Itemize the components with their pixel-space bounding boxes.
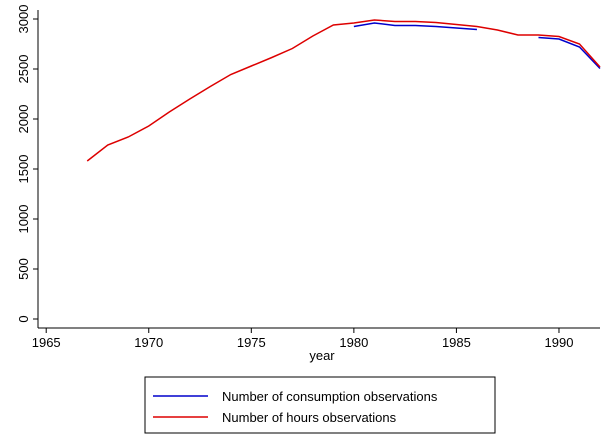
y-tick-label: 3000	[16, 5, 31, 34]
x-tick-label: 1970	[134, 335, 163, 350]
x-tick-label: 1990	[545, 335, 574, 350]
x-tick-label: 1980	[339, 335, 368, 350]
series-line	[353, 22, 477, 31]
x-tick-label: 1985	[442, 335, 471, 350]
legend-label: Number of hours observations	[222, 410, 397, 425]
y-tick-label: 2000	[16, 105, 31, 134]
series-line	[86, 19, 601, 162]
legend-box	[144, 376, 496, 434]
y-tick-label: 1000	[16, 205, 31, 234]
y-tick-label: 2500	[16, 55, 31, 84]
x-tick-label: 1975	[237, 335, 266, 350]
x-tick-label: 1965	[32, 335, 61, 350]
y-tick-label: 500	[16, 258, 31, 280]
series-line	[538, 36, 601, 70]
x-axis-label: year	[309, 348, 335, 363]
y-tick-label: 1500	[16, 155, 31, 184]
y-tick-label: 0	[16, 315, 31, 322]
legend-label: Number of consumption observations	[222, 389, 438, 404]
